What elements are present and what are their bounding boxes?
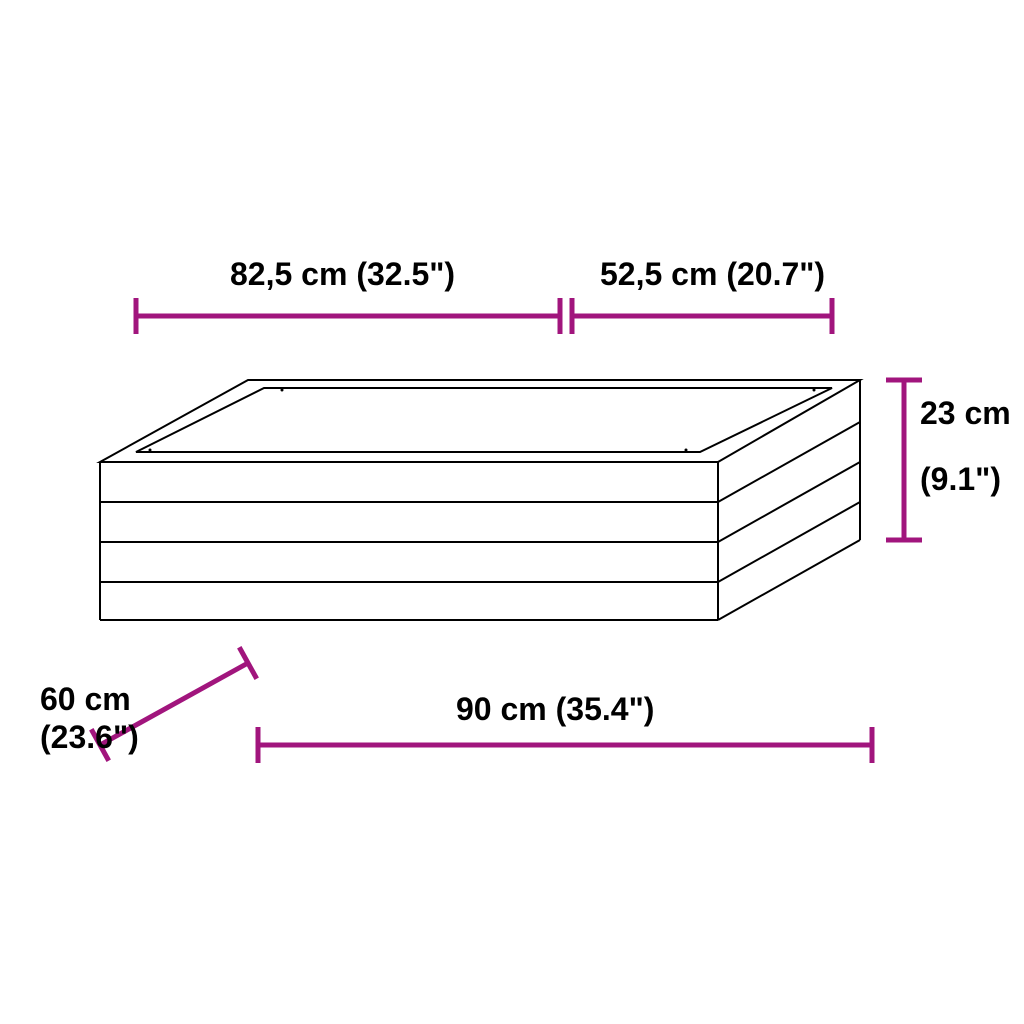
dimension-labels: 82,5 cm (32.5") 52,5 cm (20.7") 23 cm (9.1"… — [40, 256, 1011, 755]
label-outer-depth-1: 60 cm — [40, 681, 131, 717]
label-height-2: (9.1") — [920, 461, 1001, 497]
label-inner-depth: 52,5 cm (20.7") — [600, 256, 825, 292]
dimension-diagram: 82,5 cm (32.5") 52,5 cm (20.7") 23 cm (9.1"… — [0, 0, 1024, 1024]
label-outer-length: 90 cm (35.4") — [456, 691, 654, 727]
label-outer-depth-2: (23.6") — [40, 719, 139, 755]
label-height-1: 23 cm — [920, 395, 1011, 431]
label-inner-length: 82,5 cm (32.5") — [230, 256, 455, 292]
planter-outline — [100, 380, 860, 620]
